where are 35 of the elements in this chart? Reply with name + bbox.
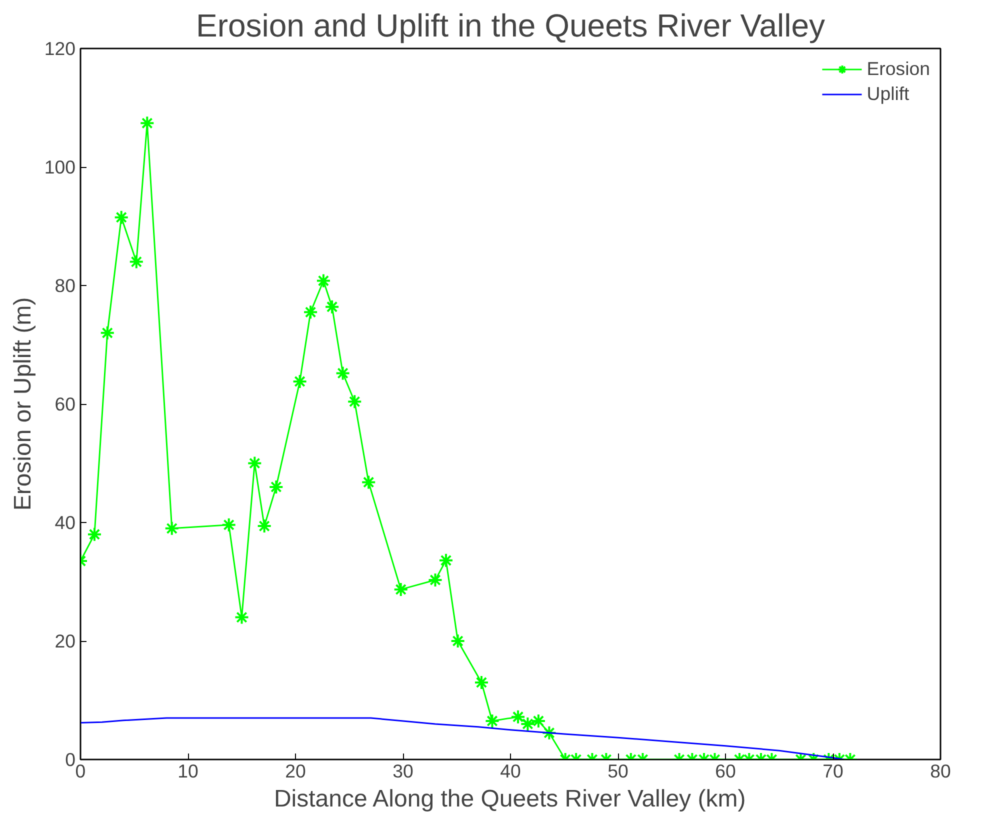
y-tick-label: 40 — [54, 512, 76, 533]
x-tick-label: 70 — [822, 760, 844, 782]
y-tick-label: 60 — [54, 394, 76, 414]
point — [247, 456, 262, 471]
point — [324, 299, 340, 314]
point — [303, 304, 318, 320]
y-tick-label: 80 — [54, 275, 76, 296]
x-tick-label: 40 — [500, 760, 521, 782]
legend-label: Uplift — [866, 83, 910, 105]
point — [335, 366, 350, 381]
x-tick-label: 10 — [178, 760, 198, 782]
y-tick-label: 100 — [44, 156, 76, 178]
point — [114, 210, 129, 225]
line-series — [80, 717, 844, 760]
point — [221, 517, 236, 532]
y-tick-label: 120 — [44, 38, 76, 59]
y-tick-label: 20 — [54, 630, 76, 652]
x-tick-label: 60 — [715, 760, 736, 782]
x-axis-title: Distance Along the Queets River Valley (km) — [274, 786, 746, 812]
x-tick-label: 80 — [930, 760, 951, 782]
x-tick-label: 50 — [608, 760, 628, 782]
point — [361, 474, 376, 490]
point — [268, 479, 284, 494]
x-tick-label: 30 — [392, 760, 414, 782]
point — [316, 273, 331, 288]
point — [347, 394, 362, 410]
point — [100, 325, 115, 340]
x-tick-label: 20 — [285, 760, 306, 782]
point — [128, 254, 144, 270]
point — [86, 526, 102, 542]
chart-title: Erosion and Uplift in the Queets River Valley — [196, 8, 826, 44]
point — [164, 520, 180, 536]
y-axis-title: Erosion or Uplift (m) — [9, 297, 36, 511]
legend-label: Erosion — [866, 58, 930, 80]
point — [292, 374, 308, 389]
